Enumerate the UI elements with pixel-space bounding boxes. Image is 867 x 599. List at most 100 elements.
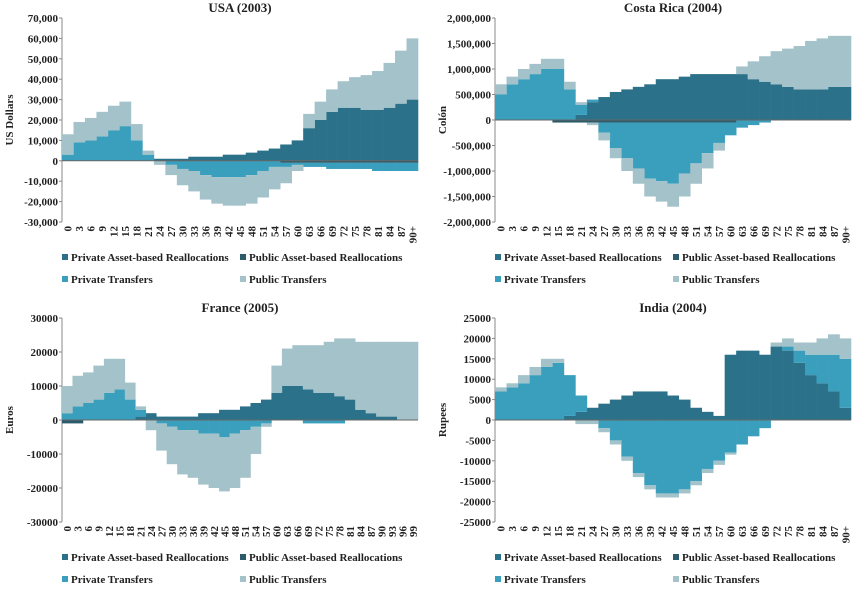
bar-segment [816,89,829,120]
bar-segment [96,136,109,161]
x-tick-label: 60 [725,226,737,238]
chart-title: USA (2003) [208,0,271,15]
x-tick-label: 6 [519,526,531,532]
bar-segment [805,89,817,120]
bar-segment [257,160,270,171]
bar-segment [337,107,350,161]
legend-label: Public Asset-based Reallocations [249,552,403,564]
x-tick-label: 27 [166,226,178,238]
bar-segment [598,122,611,133]
x-tick-label: 24 [588,526,600,538]
bar-segment [326,89,338,112]
x-tick-label: 36 [634,526,646,538]
bar-segment [145,413,157,420]
legend-label: Public Transfers [249,574,327,586]
bar-segment [793,350,806,363]
bar-segment [268,148,281,161]
y-tick-label: -10000 [460,456,492,468]
bar-segment [632,86,645,120]
bar-segment [644,120,657,123]
x-tick-label: 18 [125,526,137,538]
bar-segment [250,420,262,427]
x-tick-label: 63 [737,526,749,538]
bar-segment [736,120,748,128]
bar-segment [314,160,327,163]
bar-segment [793,342,806,351]
x-tick-label: 54 [702,526,714,538]
x-tick-label: 90 [376,526,388,538]
x-tick-label: 87 [366,526,378,538]
bar-segment [188,156,201,161]
y-tick-label: -20,000 [24,197,58,209]
bar-segment [188,171,201,192]
y-tick-label: -20000 [27,483,59,495]
x-tick-label: 30 [611,226,623,238]
bar-segment [260,420,272,424]
bar-segment [334,396,346,420]
bar-segment [529,366,542,376]
bar-segment [383,62,396,108]
bar-segment [268,160,281,167]
bar-segment [187,416,199,420]
x-tick-label: 3 [74,226,86,232]
bar-segment [517,375,530,384]
bar-segment [690,420,703,482]
bar-segment [517,79,530,120]
bar-segment [759,56,771,82]
legend-swatch [495,576,501,582]
x-tick-label: 48 [679,526,691,538]
bar-segment [667,79,680,120]
bar-segment [187,420,199,431]
x-tick-label: 12 [109,226,121,238]
bar-segment [632,391,645,420]
bar-segment [839,338,852,359]
y-tick-label: 5000 [469,395,492,407]
bar-segment [72,406,84,420]
legend-label: Private Transfers [71,574,153,586]
legend-swatch [495,554,501,560]
bar-segment [805,342,817,355]
bar-segment [517,69,530,80]
x-tick-label: 33 [622,226,634,238]
bar-segment [724,120,737,123]
bar-segment [598,120,611,123]
x-tick-label: 57 [714,226,726,238]
bar-segment [326,162,338,169]
y-tick-label: -2,000,000 [443,217,491,229]
bar-segment [644,420,657,486]
y-tick-label: -10,000 [24,176,58,188]
x-tick-label: 90+ [840,226,852,243]
panel: USA (2003) US Dollars -30,000 -20,000 -10,00… [4,0,419,286]
chart-title: India (2004) [639,300,707,315]
bar-segment [292,345,304,386]
bar-segment [383,107,396,161]
x-tick-label: 9 [97,226,109,232]
y-tick-label: -1,500,000 [443,192,491,204]
bar-segment [406,99,419,161]
bar-segment [667,120,680,123]
x-tick-label: 39 [645,526,657,538]
y-tick-label: -5000 [465,435,491,447]
bar-segment [349,160,361,163]
bar-segment [839,407,852,420]
bar-segment [747,120,760,126]
x-tick-label: 33 [189,226,201,238]
bar-segment [701,120,714,123]
x-tick-label: 63 [282,526,294,538]
x-tick-label: 6 [519,226,531,232]
bar-segment [199,156,212,161]
bar-segment [793,362,806,420]
y-tick-label: 10000 [31,381,59,393]
bar-segment [644,391,657,420]
x-tick-label: 0 [62,526,74,532]
bar-segment [145,420,157,431]
y-tick-label: 10,000 [28,135,59,147]
bar-segment [701,420,714,469]
bar-segment [302,345,314,390]
bar-segment [506,387,519,420]
x-tick-label: 66 [315,226,327,238]
bar-segment [598,97,611,120]
bar-segment [759,354,771,420]
bar-segment [621,122,634,159]
y-tick-label: 20,000 [28,115,59,127]
